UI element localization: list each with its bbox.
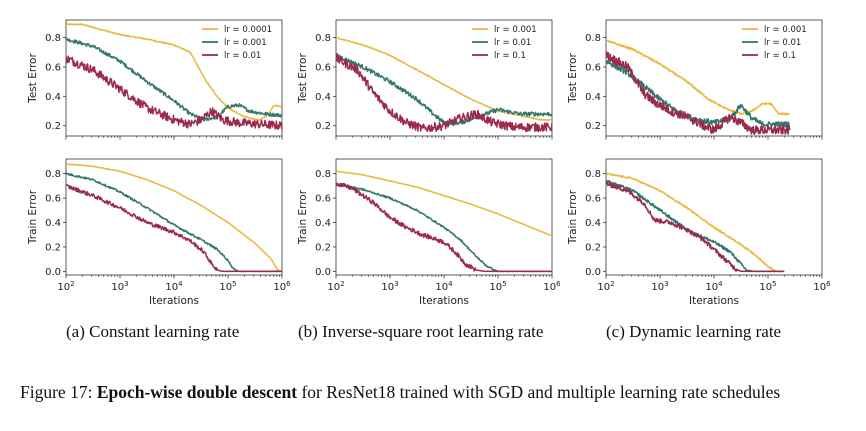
y-tick-label: 0.6 <box>45 194 61 205</box>
x-tick-label: 102 <box>327 280 344 293</box>
y-tick-label: 0.6 <box>315 194 331 205</box>
series-line-yellow <box>336 170 552 237</box>
legend-entry: lr = 0.1 <box>764 51 796 61</box>
x-tick-label: 103 <box>651 280 668 293</box>
x-tick-label: 103 <box>381 280 398 293</box>
y-tick-label: 0.2 <box>585 242 601 253</box>
y-tick-label: 0.2 <box>315 121 331 132</box>
y-tick-label: 0.8 <box>45 33 61 44</box>
legend-entry: lr = 0.01 <box>494 38 531 48</box>
y-tick-label: 0.2 <box>45 242 61 253</box>
y-tick-label: 0.6 <box>45 62 61 73</box>
y-tick-label: 0.4 <box>585 92 601 103</box>
panel-c-test: 0.2 0.4 0.6 0.8 Test Error lr = 0.001 lr = 0.0… <box>567 19 823 140</box>
panel-a-test: 0.2 0.4 0.6 0.8 Test Error lr = 0.0001 lr = 0.… <box>27 19 283 140</box>
y-axis-label: Train Error <box>567 189 579 245</box>
x-tick-label: 102 <box>597 280 614 293</box>
y-axis-label: Test Error <box>567 53 579 104</box>
y-tick-label: 0.6 <box>315 62 331 73</box>
legend-entry: lr = 0.01 <box>224 51 261 61</box>
series-line-teal <box>606 60 791 128</box>
y-tick-label: 0.6 <box>585 62 601 73</box>
y-axis-label: Test Error <box>27 53 39 104</box>
y-axis-label: Test Error <box>297 53 309 104</box>
subcaption-c: (c) Dynamic learning rate <box>606 322 782 341</box>
y-tick-label: 0.0 <box>315 267 331 278</box>
y-tick-label: 0.0 <box>585 267 601 278</box>
y-tick-label: 0.8 <box>315 169 331 180</box>
series-line-yellow <box>66 23 282 122</box>
x-tick-label: 106 <box>813 280 831 293</box>
y-axis-label: Train Error <box>297 189 309 245</box>
series-line-red <box>66 183 282 273</box>
axes-frame <box>65 158 283 276</box>
x-tick-label: 105 <box>219 280 236 293</box>
series-line-red <box>606 181 785 273</box>
legend-entry: lr = 0.001 <box>494 25 537 35</box>
panel-b-train: 0.0 0.2 0.4 0.6 0.8 102 103 104 105 106 Iterations… <box>297 158 561 307</box>
axes-frame <box>605 158 823 276</box>
series-line-teal <box>66 172 282 273</box>
series-line-teal <box>66 37 282 122</box>
subcaption-b: (b) Inverse-square root learning rate <box>298 322 544 341</box>
figure-17-plots: 0.2 0.4 0.6 0.8 Test Error lr = 0.0001 lr = 0.… <box>27 19 831 307</box>
legend-entry: lr = 0.001 <box>764 25 807 35</box>
figure-caption: Figure 17: Epoch-wise double descent for… <box>20 381 850 403</box>
x-axis-label: Iterations <box>689 295 739 307</box>
y-tick-label: 0.8 <box>45 169 61 180</box>
figure-caption-bold: Epoch-wise double descent <box>96 382 298 402</box>
x-axis-label: Iterations <box>419 295 469 307</box>
y-tick-label: 0.4 <box>45 218 61 229</box>
x-tick-label: 104 <box>165 280 183 293</box>
legend-entry: lr = 0.1 <box>494 51 526 61</box>
y-tick-label: 0.2 <box>315 242 331 253</box>
y-axis-label: Train Error <box>27 189 39 245</box>
legend-entry: lr = 0.001 <box>224 38 267 48</box>
x-tick-label: 106 <box>543 280 561 293</box>
series-line-red <box>336 182 552 273</box>
x-tick-label: 106 <box>273 280 291 293</box>
y-tick-label: 0.2 <box>45 121 61 132</box>
x-tick-label: 102 <box>57 280 74 293</box>
y-tick-label: 0.0 <box>45 267 61 278</box>
figure-caption-rest: for ResNet18 trained with SGD and multip… <box>297 382 781 402</box>
series-line-yellow <box>336 36 552 122</box>
series-line-red <box>336 53 552 133</box>
y-tick-label: 0.8 <box>585 33 601 44</box>
x-axis-label: Iterations <box>149 295 199 307</box>
x-tick-label: 105 <box>759 280 776 293</box>
y-tick-label: 0.4 <box>315 92 331 103</box>
x-tick-label: 105 <box>489 280 506 293</box>
figure-label: Figure 17: <box>20 382 93 402</box>
series-line-yellow <box>606 39 791 116</box>
subcaption-a: (a) Constant learning rate <box>66 322 240 341</box>
panel-c-train: 0.0 0.2 0.4 0.6 0.8 102 103 104 105 106 Iterations… <box>567 158 831 307</box>
y-tick-label: 0.4 <box>45 92 61 103</box>
panel-a-train: 0.0 0.2 0.4 0.6 0.8 102 103 104 105 106 Iterations… <box>27 158 291 307</box>
y-tick-label: 0.8 <box>315 33 331 44</box>
legend-entry: lr = 0.0001 <box>224 25 272 35</box>
series-line-yellow <box>606 172 785 273</box>
series-line-red <box>606 51 791 135</box>
x-tick-label: 104 <box>435 280 453 293</box>
y-tick-label: 0.4 <box>315 218 331 229</box>
series-line-teal <box>336 182 552 273</box>
legend-entry: lr = 0.01 <box>764 38 801 48</box>
y-tick-label: 0.8 <box>585 169 601 180</box>
y-tick-label: 0.4 <box>585 218 601 229</box>
series-line-red <box>66 55 282 131</box>
x-tick-label: 103 <box>111 280 128 293</box>
y-tick-label: 0.6 <box>585 194 601 205</box>
series-line-yellow <box>66 163 282 273</box>
x-tick-label: 104 <box>705 280 723 293</box>
panel-b-test: 0.2 0.4 0.6 0.8 Test Error lr = 0.001 lr = 0.0… <box>297 19 553 140</box>
y-tick-label: 0.2 <box>585 121 601 132</box>
